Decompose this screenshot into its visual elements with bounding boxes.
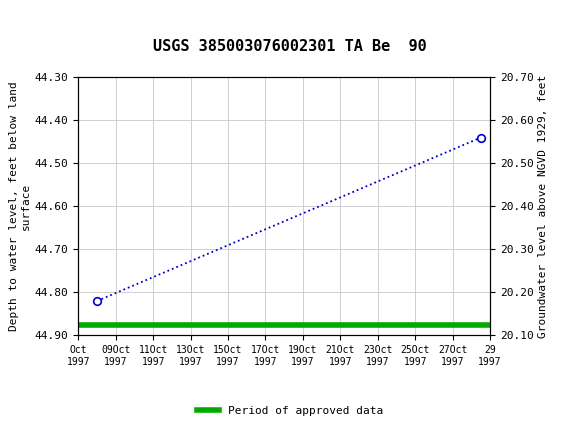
Text: USGS 385003076002301 TA Be  90: USGS 385003076002301 TA Be 90	[153, 39, 427, 54]
Y-axis label: Depth to water level, feet below land
surface: Depth to water level, feet below land su…	[9, 82, 31, 331]
Y-axis label: Groundwater level above NGVD 1929, feet: Groundwater level above NGVD 1929, feet	[538, 75, 548, 338]
Text: ▒USGS: ▒USGS	[6, 10, 56, 31]
Legend: Period of approved data: Period of approved data	[193, 401, 387, 420]
